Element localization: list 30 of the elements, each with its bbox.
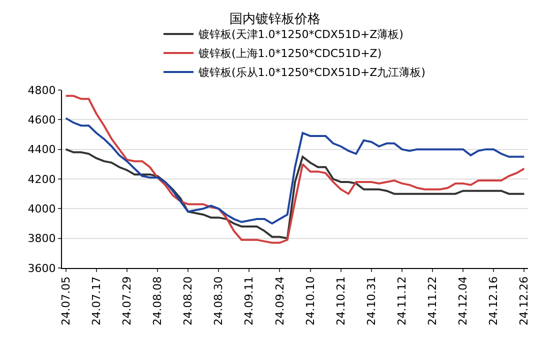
- chart-title: 国内镀锌板价格: [230, 12, 320, 28]
- x-tick-label: 24.10.31: [364, 276, 378, 326]
- x-tick-label: 24.10.10: [304, 276, 317, 326]
- x-tick-label: 24.08.08: [151, 276, 164, 326]
- x-tick-label: 24.12.26: [518, 276, 531, 326]
- x-tick-label: 24.12.16: [487, 276, 500, 326]
- x-tick-label: 24.08.30: [212, 276, 226, 326]
- x-tick-label: 24.07.17: [90, 276, 103, 326]
- y-tick-label: 4600: [28, 114, 56, 127]
- y-tick-label: 3600: [28, 262, 56, 275]
- legend-label: 镀锌板(乐从1.0*1250*CDX51D+Z九江薄板): [198, 66, 426, 80]
- x-tick-label: 24.10.21: [334, 276, 348, 326]
- x-tick-label: 24.09.24: [273, 276, 286, 326]
- y-tick-label: 4800: [28, 84, 56, 97]
- x-tick-label: 24.09.11: [242, 276, 256, 326]
- line-series: [64, 148, 526, 240]
- x-tick-label: 24.11.22: [426, 276, 440, 326]
- legend-label: 镀锌板(天津1.0*1250*CDX51D+Z薄板): [198, 28, 404, 42]
- x-tick-label: 24.07.05: [59, 276, 72, 326]
- x-tick-label: 24.08.20: [182, 276, 195, 326]
- x-tick-label: 24.11.12: [396, 276, 409, 326]
- x-tick-label: 24.07.29: [120, 276, 134, 326]
- y-tick-label: 4000: [28, 202, 56, 216]
- y-tick-label: 3800: [28, 232, 56, 246]
- line-series: [64, 117, 526, 224]
- y-tick-label: 4200: [28, 172, 56, 186]
- y-tick-label: 4400: [28, 143, 56, 156]
- line-series: [64, 94, 526, 244]
- x-tick-label: 24.12.04: [456, 276, 470, 326]
- legend-label: 镀锌板(上海1.0*1250*CDC51D+Z): [198, 47, 382, 60]
